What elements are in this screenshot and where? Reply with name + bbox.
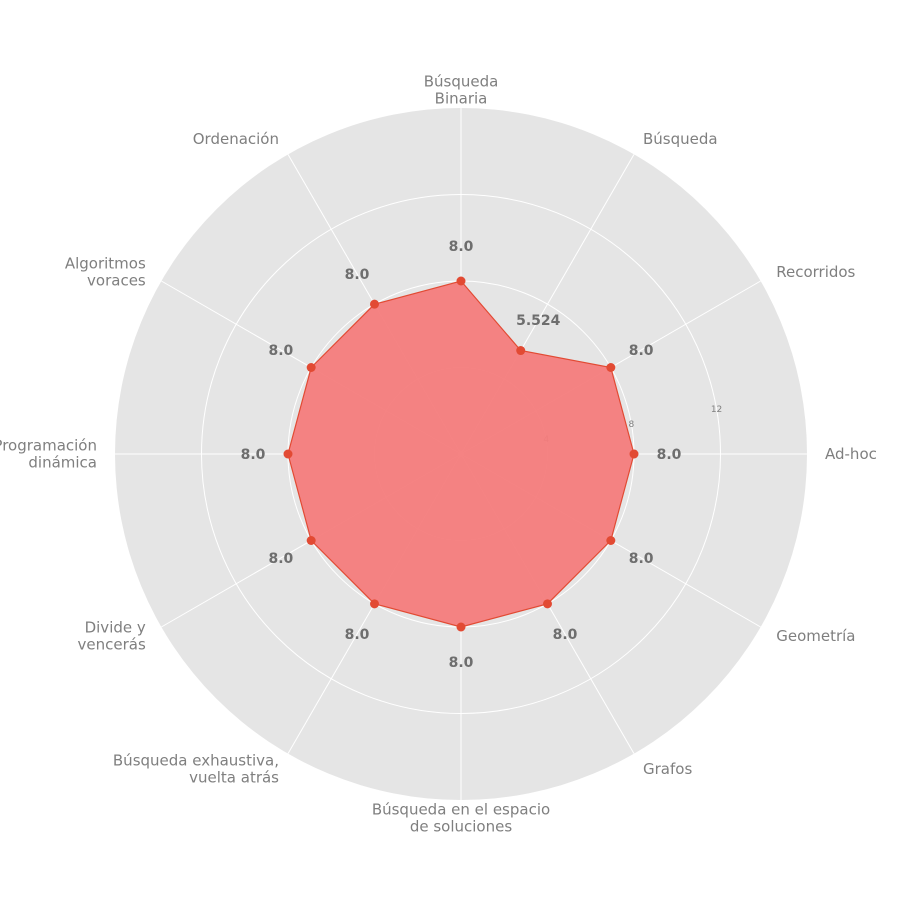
- value-label: 8.0: [449, 239, 474, 255]
- data-point: [370, 599, 379, 609]
- category-label: Geometría: [776, 627, 855, 645]
- value-label: 8.0: [345, 627, 370, 643]
- data-point: [306, 363, 316, 372]
- value-label: 8.0: [345, 267, 370, 283]
- value-label: 8.0: [268, 551, 293, 567]
- category-label: Ad-hoc: [825, 445, 877, 463]
- category-label: Búsqueda Binaria: [424, 73, 499, 108]
- category-labels: Ad-hoc Recorridos Búsqueda Búsqueda Binaria O…: [0, 73, 877, 836]
- category-label: Ordenación: [193, 130, 279, 148]
- value-label: 8.0: [629, 551, 654, 567]
- data-point: [606, 363, 616, 372]
- data-point: [543, 599, 552, 609]
- category-label: Búsqueda en el espacio de soluciones: [372, 801, 550, 836]
- data-point: [456, 622, 466, 632]
- data-point: [283, 449, 293, 459]
- category-label: Grafos: [643, 760, 692, 778]
- value-label: 8.0: [241, 447, 266, 463]
- value-labels: 8.0 8.0 5.524 8.0 8.0 8.0 8.0 8.0 8.0 8.0 8.0 8.0: [241, 239, 682, 671]
- value-label: 5.524: [516, 313, 561, 329]
- radial-tick-label: 12: [711, 405, 722, 415]
- category-label: Algoritmos voraces: [65, 255, 146, 290]
- value-label: 8.0: [553, 627, 578, 643]
- value-label: 8.0: [629, 343, 654, 359]
- category-label: Recorridos: [776, 263, 855, 281]
- category-label: Divide y vencerás: [78, 619, 146, 654]
- data-point: [306, 536, 316, 545]
- value-label: 8.0: [657, 447, 682, 463]
- radial-tick-label: 8: [629, 420, 635, 430]
- data-point: [606, 536, 616, 545]
- category-label: Búsqueda: [643, 130, 718, 148]
- category-label: Búsqueda exhaustiva, vuelta atrás: [113, 752, 279, 787]
- data-point: [629, 449, 639, 459]
- series-layer: [283, 276, 639, 632]
- value-label: 8.0: [449, 655, 474, 671]
- category-label: Programación dinámica: [0, 437, 97, 472]
- data-point: [456, 276, 466, 286]
- value-label: 8.0: [268, 343, 293, 359]
- data-point: [516, 346, 526, 356]
- data-point: [370, 299, 379, 309]
